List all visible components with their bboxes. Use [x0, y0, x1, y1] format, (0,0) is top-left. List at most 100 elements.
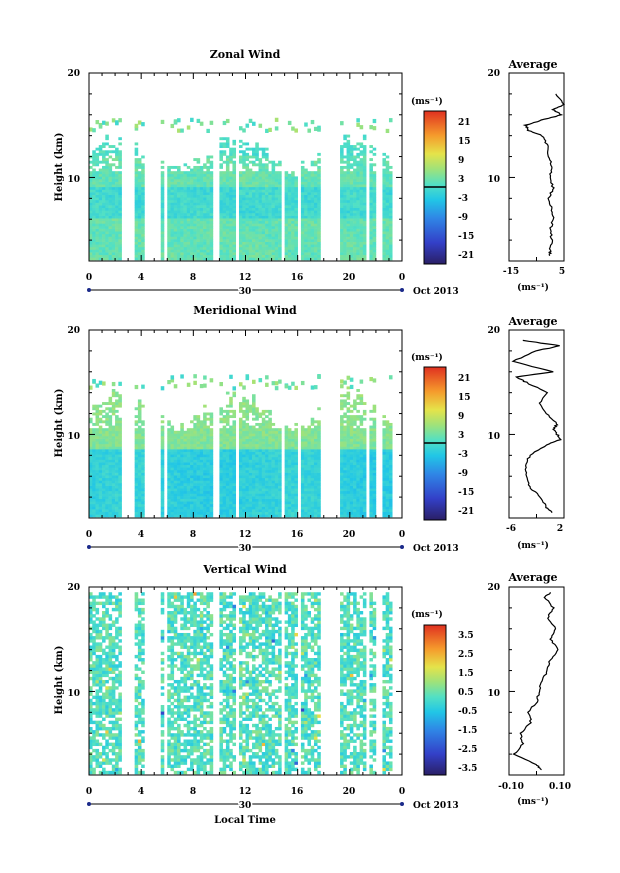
heatmap-cell [278, 496, 282, 499]
heatmap-cell [304, 205, 308, 209]
heatmap-cell [111, 485, 116, 489]
heatmap-cell [95, 205, 100, 209]
heatmap-cell [219, 254, 223, 258]
heatmap-cell [105, 202, 109, 206]
heatmap-cell [186, 257, 191, 261]
heatmap-cell [287, 179, 292, 182]
heatmap-cell [111, 210, 116, 214]
heatmap-cell [160, 205, 165, 209]
heatmap-cell [343, 145, 347, 148]
heatmap-cell [238, 192, 243, 195]
heatmap-cell [137, 446, 142, 450]
heatmap-cell [232, 422, 237, 426]
heatmap-cell [274, 454, 279, 458]
heatmap-cell [274, 257, 279, 261]
heatmap-cell [313, 233, 318, 237]
heatmap-cell [340, 160, 344, 164]
heatmap-cell [186, 511, 191, 515]
heatmap-cell [199, 428, 204, 432]
heatmap-cell [98, 469, 103, 473]
heatmap-cell [245, 506, 250, 510]
heatmap-cell [265, 449, 269, 452]
heatmap-cell [385, 244, 390, 248]
heatmap-cell [190, 176, 194, 180]
heatmap-cell [222, 176, 227, 180]
heatmap-cell [203, 244, 207, 248]
heatmap-cell [170, 231, 175, 235]
colorbar-units: (ms⁻¹) [411, 96, 443, 107]
heatmap-cell [108, 503, 113, 507]
heatmap-cell [307, 451, 312, 455]
heatmap-cell [255, 433, 259, 437]
heatmap-cell [118, 171, 122, 175]
heatmap-cell [388, 118, 393, 123]
heatmap-cell [180, 215, 184, 219]
heatmap-cell [291, 223, 295, 227]
heatmap-cell [362, 212, 367, 216]
heatmap-cell [353, 210, 357, 214]
heatmap-cell [199, 173, 204, 177]
heatmap-cell [372, 246, 377, 250]
heatmap-cell [362, 155, 367, 159]
heatmap-cell [89, 233, 93, 237]
heatmap-cell [304, 456, 308, 460]
heatmap-cell [291, 171, 295, 175]
heatmap-cell [170, 239, 175, 242]
heatmap-cell [317, 241, 321, 245]
heatmap-cell [209, 212, 214, 216]
heatmap-cell [372, 181, 377, 185]
heatmap-cell [170, 171, 175, 175]
heatmap-cell [177, 233, 181, 237]
heatmap-cell [313, 436, 318, 439]
heatmap-cell [118, 199, 122, 203]
heatmap-cell [219, 226, 223, 229]
heatmap-cell [173, 467, 178, 471]
heatmap-cell [193, 223, 197, 227]
heatmap-cell [265, 244, 269, 248]
heatmap-cell [196, 441, 201, 445]
heatmap-cell [229, 192, 233, 195]
heatmap-cell [245, 165, 250, 169]
heatmap-cell [108, 480, 113, 484]
heatmap-cell [385, 252, 390, 256]
heatmap-cell [199, 464, 204, 468]
heatmap-cell [219, 438, 223, 442]
heatmap-cell [317, 226, 321, 229]
heatmap-cell [287, 176, 292, 180]
heatmap-cell [95, 218, 100, 222]
heatmap-cell [199, 184, 204, 188]
heatmap-cell [268, 249, 272, 253]
heatmap-cell [300, 220, 305, 224]
heatmap-cell [245, 441, 250, 445]
heatmap-cell [190, 509, 194, 513]
heatmap-cell [105, 252, 109, 256]
heatmap-cell [265, 155, 269, 159]
heatmap-cell [203, 215, 207, 219]
heatmap-cell [229, 197, 233, 201]
heatmap-cell [252, 493, 256, 497]
heatmap-cell [89, 436, 93, 439]
heatmap-cell [356, 147, 360, 151]
heatmap-cell [294, 477, 298, 481]
heatmap-cell [203, 477, 207, 481]
heatmap-cell [268, 451, 272, 455]
heatmap-cell [271, 469, 276, 473]
heatmap-cell [177, 511, 181, 515]
heatmap-cell [137, 417, 142, 421]
heatmap-cell [278, 212, 282, 216]
heatmap-cell [98, 467, 103, 471]
heatmap-cell [304, 199, 308, 203]
heatmap-cell [291, 456, 295, 460]
heatmap-cell [356, 186, 360, 190]
heatmap-cell [274, 218, 279, 222]
heatmap-cell [291, 475, 295, 479]
heatmap-cell [343, 142, 347, 146]
heatmap-cell [229, 199, 233, 203]
heatmap-cell [310, 252, 315, 256]
heatmap-cell [141, 477, 145, 481]
heatmap-cell [271, 184, 276, 188]
heatmap-cell [307, 425, 312, 429]
heatmap-cell [115, 475, 119, 479]
heatmap-cell [209, 412, 214, 416]
heatmap-cell [209, 511, 214, 515]
